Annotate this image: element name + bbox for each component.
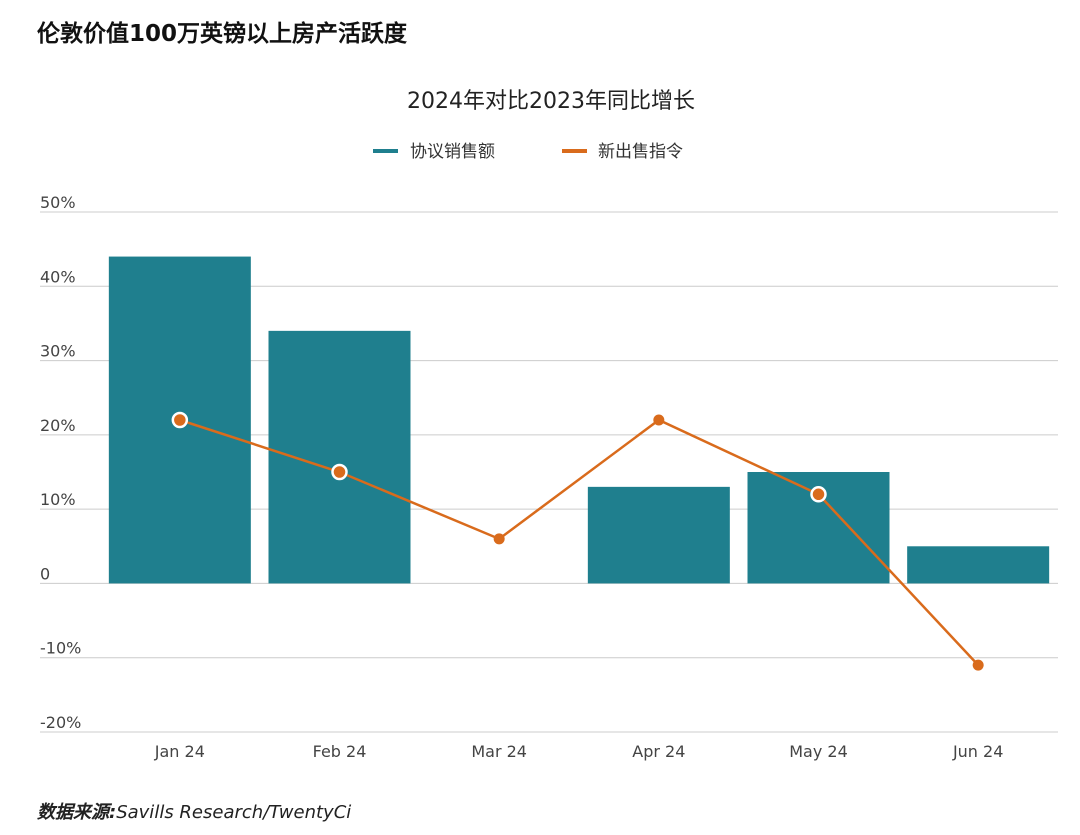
source-text: Savills Research/TwentyCi (116, 802, 352, 823)
line-point (972, 659, 984, 671)
y-tick-label: 20% (40, 416, 76, 435)
x-tick-label: Jun 24 (952, 742, 1003, 761)
legend-line-label: 新出售指令 (598, 142, 683, 162)
x-tick-label: Mar 24 (471, 742, 527, 761)
line-series (171, 411, 984, 671)
x-axis: Jan 24 Feb 24 Mar 24 Apr 24 May 24 Jun 24 (154, 742, 1004, 761)
line-point (653, 414, 665, 426)
y-axis: 50% 40% 30% 20% 10% 0 -10% -20% (40, 193, 81, 732)
source-label: 数据来源: (37, 802, 117, 823)
y-tick-label: 0 (40, 564, 50, 583)
legend: 协议销售额 新出售指令 (373, 142, 683, 162)
line-point (171, 411, 189, 429)
bar (907, 546, 1050, 584)
y-tick-label: 50% (40, 193, 76, 212)
bar (587, 486, 730, 584)
bar-series (108, 256, 1050, 584)
y-tick-label: -20% (40, 713, 81, 732)
page-title: 伦敦价值100万英镑以上房产活跃度 (37, 21, 408, 47)
legend-bar-label: 协议销售额 (410, 142, 495, 162)
series-line (179, 418, 980, 666)
line-point (331, 463, 348, 481)
bar (268, 330, 411, 584)
y-tick-label: 10% (40, 490, 76, 509)
x-tick-label: Apr 24 (632, 742, 685, 761)
y-tick-label: -10% (40, 639, 81, 658)
x-tick-label: May 24 (789, 742, 848, 761)
y-tick-label: 30% (40, 342, 76, 361)
line-point (810, 486, 827, 503)
x-tick-label: Feb 24 (313, 742, 367, 761)
x-tick-label: Jan 24 (154, 742, 205, 761)
chart-title: 2024年对比2023年同比增长 (407, 89, 695, 114)
line-point (493, 533, 505, 545)
y-tick-label: 40% (40, 267, 76, 286)
source-note: 数据来源:Savills Research/TwentyCi (37, 798, 351, 824)
